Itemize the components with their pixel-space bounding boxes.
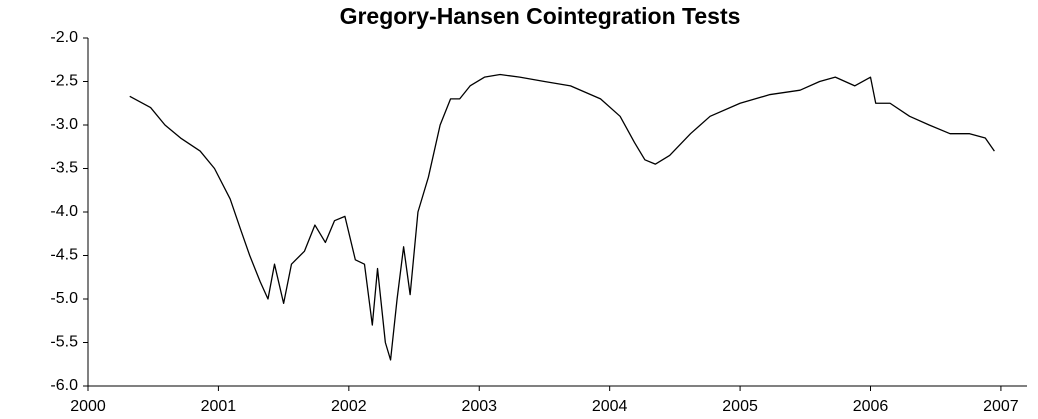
- y-tick-label: -4.5: [50, 247, 78, 264]
- y-tick-label: -6.0: [50, 377, 78, 394]
- x-tick-label: 2003: [461, 398, 497, 415]
- data-line: [129, 73, 995, 361]
- x-tick-label: 2002: [331, 398, 367, 415]
- x-tick-label: 2005: [722, 398, 758, 415]
- x-tick-label: 2006: [853, 398, 889, 415]
- y-tick-label: -2.5: [50, 73, 78, 90]
- y-tick-label: -2.0: [50, 29, 78, 46]
- y-tick-label: -5.0: [50, 290, 78, 307]
- y-tick-label: -4.0: [50, 203, 78, 220]
- x-tick-label: 2001: [201, 398, 237, 415]
- x-tick-label: 2007: [983, 398, 1019, 415]
- x-tick-label: 2000: [70, 398, 106, 415]
- x-tick-label: 2004: [592, 398, 628, 415]
- y-tick-label: -3.0: [50, 116, 78, 133]
- y-tick-label: -3.5: [50, 160, 78, 177]
- y-tick-label: -5.5: [50, 334, 78, 351]
- chart-title: Gregory-Hansen Cointegration Tests: [340, 3, 741, 29]
